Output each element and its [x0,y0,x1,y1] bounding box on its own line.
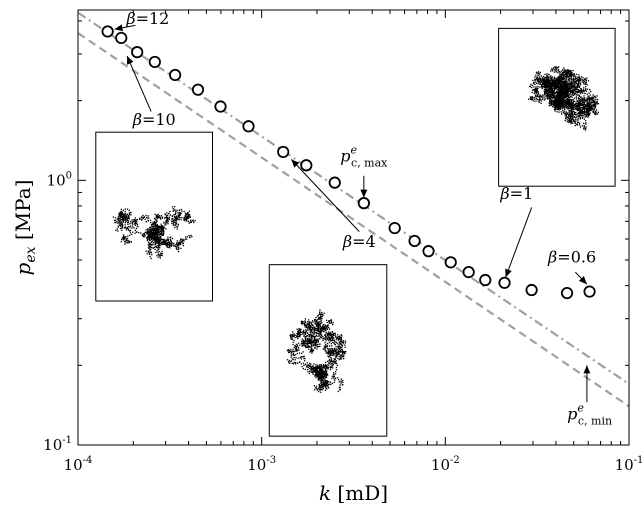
data-point [131,46,144,59]
data-point [357,197,370,210]
inset-beta1-cluster [528,66,600,131]
arrow-b10-shaft [126,55,152,112]
data-point [583,285,596,298]
inset-layer [95,27,616,437]
data-point [525,283,538,297]
y-tick-label: 100 [47,170,72,189]
guide-lines [77,11,630,408]
arrow-b1-shaft [505,207,533,278]
data-points [101,25,596,300]
arrow-pmin-head [583,365,591,374]
axis-labels: k [mD] pex [MPa] [11,180,388,505]
data-point [300,159,313,172]
guide-line-pc-min [77,32,630,408]
data-point [148,55,161,69]
data-point [277,145,290,159]
x-tick-label: 10-1 [615,455,644,474]
arrow-b1-head [505,268,512,278]
data-point [560,286,574,300]
inset-beta10-cluster [112,206,196,260]
data-point [115,31,128,45]
inset-beta1 [498,27,616,187]
data-point [422,245,435,258]
annotation-pmax: pe c, max [340,143,388,169]
arrow-b10-head [127,55,134,65]
arrow-b12-head [114,24,123,32]
arrow-b06-head [578,276,587,285]
inset-beta4 [268,264,388,437]
data-point [479,273,492,287]
data-point [408,234,421,248]
data-point [214,100,227,113]
arrow-b4-shaft [290,159,360,232]
inset-beta10-frame [95,131,214,302]
x-tick-label: 10-4 [64,455,93,474]
data-point [444,256,457,269]
data-point [242,120,255,133]
data-point [462,266,475,279]
plot-border [77,9,630,446]
y-axis-label: pex [MPa] [11,180,39,276]
data-point [101,25,114,38]
annotation-b06: β=0.6 [547,247,596,266]
annotation-b4: β=4 [342,232,376,251]
data-point [169,68,182,82]
arrow-b4-head [291,159,300,168]
x-tick-label: 10-2 [431,455,460,474]
arrow-pmax-head [360,189,368,198]
plot-frame [77,9,630,446]
data-point [498,276,511,289]
inset-beta4-cluster [286,309,347,393]
annotation-b12: β=12 [125,9,169,28]
data-point [328,176,341,189]
axis-ticks: 10-4 10-3 10-2 10-1 10-1 100 [43,10,643,474]
y-tick-label: 10-1 [43,435,72,454]
annotation-pmin: pe c, min [567,401,612,427]
x-tick-label: 10-3 [247,455,276,474]
annotation-b10: β=10 [132,110,176,129]
annotations: β=12 β=10 β=4 β=1 β=0.6 pe c, max pe c, min [114,9,612,427]
data-point [388,221,401,235]
x-axis-label: k [mD] [319,481,388,505]
data-point [191,83,205,96]
inset-beta10 [95,131,214,302]
guide-line-pc-max [77,11,630,385]
annotation-b1: β=1 [499,184,533,203]
